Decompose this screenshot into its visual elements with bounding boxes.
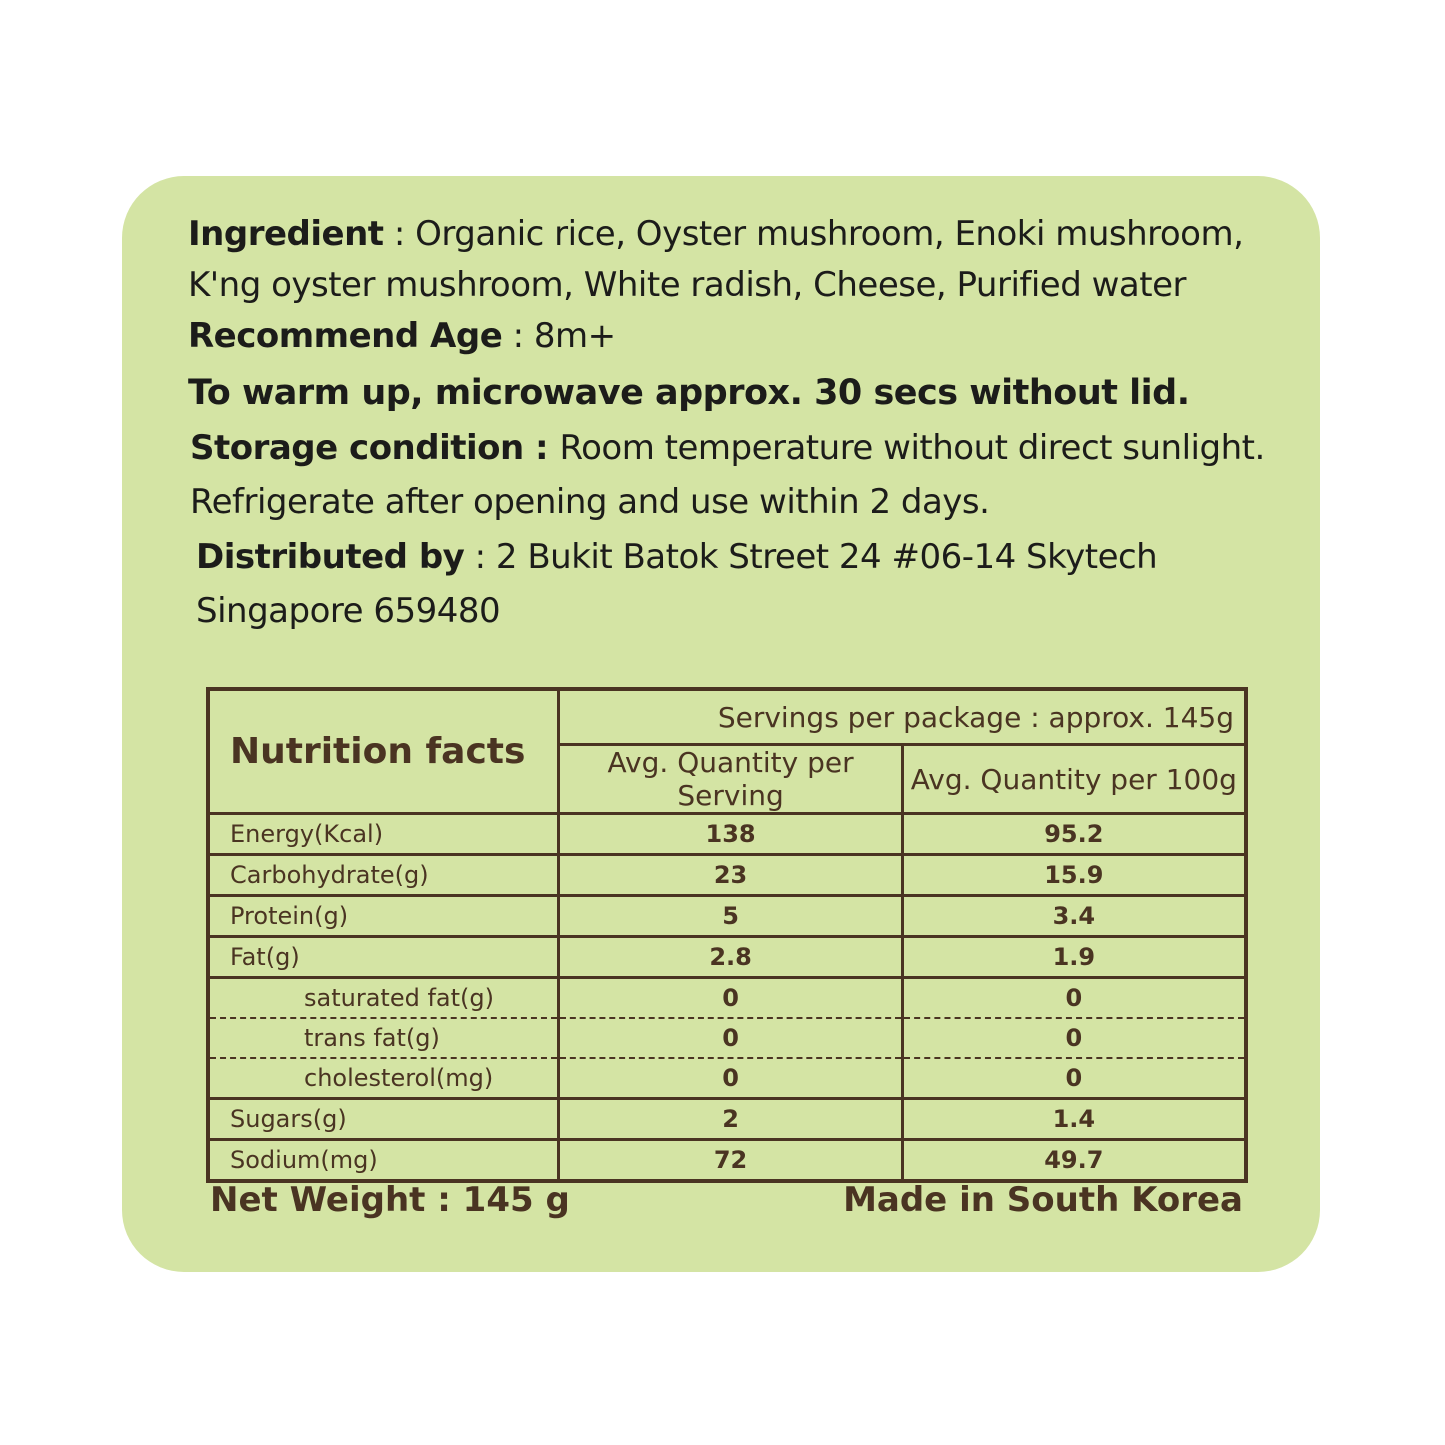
table-row: Protein(g) 5 3.4 (206, 894, 1248, 938)
row-name: Protein(g) (206, 894, 561, 938)
per100g-value: 0 (900, 976, 1248, 1019)
age-value: : 8m+ (502, 316, 617, 356)
row-name: Energy(Kcal) (206, 812, 561, 856)
table-row: Sugars(g) 2 1.4 (206, 1097, 1248, 1141)
per100g-value: 15.9 (900, 853, 1248, 897)
per100g-value: 0 (900, 1017, 1248, 1059)
serving-value: 2 (557, 1097, 904, 1141)
ingredient-line-2: K'ng oyster mushroom, White radish, Chee… (188, 265, 1187, 305)
row-name: Sodium(mg) (206, 1138, 561, 1183)
warm-instruction: To warm up, microwave approx. 30 secs wi… (188, 373, 1190, 413)
table-row: trans fat(g) 0 0 (206, 1017, 1248, 1059)
storage-label: Storage condition : (190, 428, 560, 468)
nutrition-title: Nutrition facts (206, 687, 561, 815)
row-name: cholesterol(mg) (206, 1057, 561, 1100)
distributor-address: : 2 Bukit Batok Street 24 #06-14 Skytech (464, 537, 1158, 577)
storage-line: Storage condition : Room temperature wit… (190, 428, 1265, 468)
column-header-100g: Avg. Quantity per 100g (900, 743, 1248, 815)
table-row: Energy(Kcal) 138 95.2 (206, 812, 1248, 856)
storage-text: Room temperature without direct sunlight… (559, 428, 1266, 468)
per100g-value: 1.4 (900, 1097, 1248, 1141)
servings-per-package: Servings per package : approx. 145g (557, 687, 1248, 746)
net-weight: Net Weight : 145 g (210, 1180, 570, 1220)
storage-line-2: Refrigerate after opening and use within… (190, 482, 990, 522)
age-line: Recommend Age : 8m+ (188, 316, 616, 356)
ingredient-label: Ingredient (188, 214, 384, 254)
serving-value: 0 (557, 976, 904, 1019)
per100g-value: 0 (900, 1057, 1248, 1100)
table-row: Sodium(mg) 72 49.7 (206, 1138, 1248, 1183)
origin: Made in South Korea (843, 1180, 1243, 1220)
per100g-value: 1.9 (900, 935, 1248, 979)
serving-value: 5 (557, 894, 904, 938)
distributor-line: Distributed by : 2 Bukit Batok Street 24… (196, 537, 1158, 577)
row-name: Carbohydrate(g) (206, 853, 561, 897)
distributor-label: Distributed by (196, 537, 465, 577)
age-label: Recommend Age (188, 316, 503, 356)
serving-value: 138 (557, 812, 904, 856)
ingredient-text: : Organic rice, Oyster mushroom, Enoki m… (383, 214, 1244, 254)
per100g-value: 49.7 (900, 1138, 1248, 1183)
per100g-value: 95.2 (900, 812, 1248, 856)
row-name: saturated fat(g) (206, 976, 561, 1019)
table-row: Carbohydrate(g) 23 15.9 (206, 853, 1248, 897)
ingredient-line: Ingredient : Organic rice, Oyster mushro… (188, 214, 1244, 254)
distributor-line-2: Singapore 659480 (196, 591, 501, 631)
column-header-serving: Avg. Quantity per Serving (557, 743, 904, 815)
table-row: saturated fat(g) 0 0 (206, 976, 1248, 1019)
serving-value: 72 (557, 1138, 904, 1183)
row-name: Sugars(g) (206, 1097, 561, 1141)
nutrition-table: Nutrition facts Servings per package : a… (206, 687, 1248, 1183)
serving-value: 0 (557, 1057, 904, 1100)
row-name: Fat(g) (206, 935, 561, 979)
serving-value: 2.8 (557, 935, 904, 979)
row-name: trans fat(g) (206, 1017, 561, 1059)
per100g-value: 3.4 (900, 894, 1248, 938)
serving-value: 23 (557, 853, 904, 897)
table-row: cholesterol(mg) 0 0 (206, 1057, 1248, 1100)
table-row: Fat(g) 2.8 1.9 (206, 935, 1248, 979)
serving-value: 0 (557, 1017, 904, 1059)
